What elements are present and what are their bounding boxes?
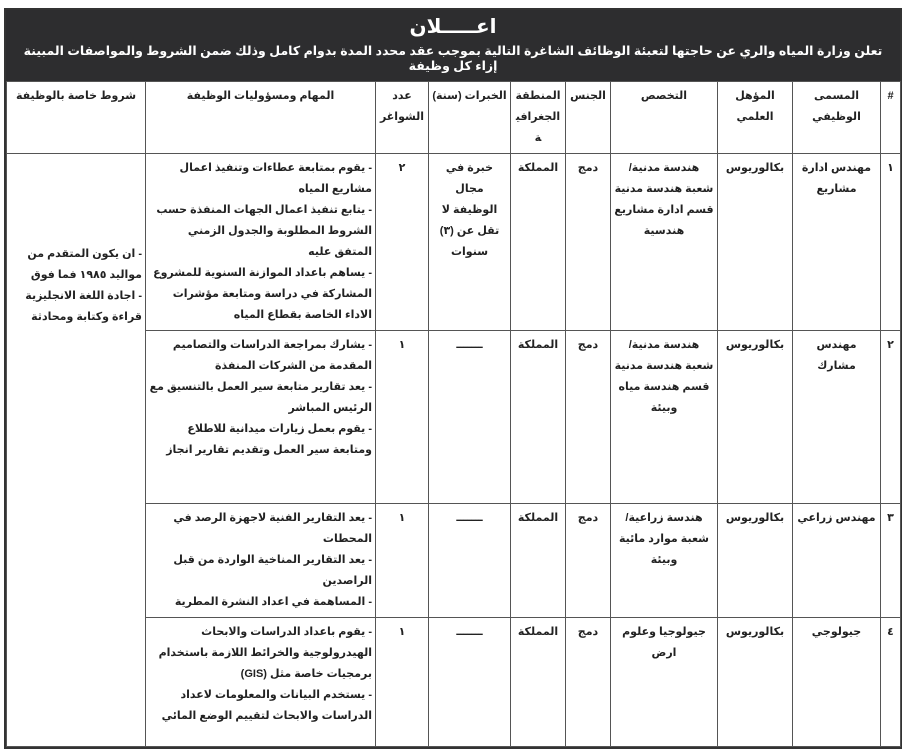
cell-num: ٤ (880, 617, 901, 747)
header-title: المسمى الوظيفي (792, 81, 881, 154)
table-row: ٣ مهندس زراعي بكالوريوس هندسة زراعية/ شعبة … (7, 503, 901, 618)
header-conditions: شروط خاصة بالوظيفة (6, 81, 146, 154)
duty-item: - يتابع تنفيذ اعمال الجهات المنفذة حسب ا… (156, 204, 372, 258)
cell-vacancies: ١ (375, 617, 429, 747)
cell-gender: دمج (565, 153, 611, 331)
duty-item: - المساهمة في اعداد النشرة المطرية (174, 596, 372, 608)
cell-gender: دمج (565, 503, 611, 618)
cell-specialization: هندسة مدنية/ شعبة هندسة مدنية قسم هندسة … (610, 330, 718, 504)
duty-item: - يعد تقارير متابعة سير العمل بالتنسيق م… (149, 381, 372, 414)
announcement-banner: اعـــــلان تعلن وزارة المياه والري عن حا… (6, 10, 900, 81)
cell-experience: ـــــــ (428, 503, 511, 618)
cell-num: ٢ (880, 330, 901, 504)
cell-region: المملكة (510, 153, 566, 331)
cell-title: جيولوجي (792, 617, 881, 747)
cell-vacancies: ٢ (375, 153, 429, 331)
condition-item: - ان يكون المتقدم من مواليد ١٩٨٥ فما فوق (27, 248, 142, 281)
cell-specialization: جيولوجيا وعلوم ارض (610, 617, 718, 747)
cell-qualification: بكالوريوس (717, 330, 793, 504)
cell-experience: خبرة في مجال الوظيفة لا تقل عن (٣) سنوات (428, 153, 511, 331)
cell-qualification: بكالوريوس (717, 153, 793, 331)
announcement-title: اعـــــلان (409, 16, 497, 38)
cell-num: ٣ (880, 503, 901, 618)
duty-item: - يعد التقارير الفنية لاجهزة الرصد في ال… (173, 512, 372, 545)
header-num: # (880, 81, 901, 154)
condition-item: - اجادة اللغة الانجليزية قراءة وكتابة وم… (25, 290, 142, 323)
cell-title: مهندس زراعي (792, 503, 881, 618)
header-region: المنطقة الجغرافية (510, 81, 566, 154)
cell-duties: - يشارك بمراجعة الدراسات والتصاميم المقد… (145, 330, 376, 504)
cell-qualification: بكالوريوس (717, 617, 793, 747)
cell-region: المملكة (510, 617, 566, 747)
cell-title: مهندس ادارة مشاريع (792, 153, 881, 331)
header-qualification: المؤهل العلمي (717, 81, 793, 154)
duty-item: - يقوم باعداد الدراسات والابحاث الهيدرول… (158, 626, 372, 680)
cell-duties: - يعد التقارير الفنية لاجهزة الرصد في ال… (145, 503, 376, 618)
header-specialization: التخصص (610, 81, 718, 154)
job-announcement: اعـــــلان تعلن وزارة المياه والري عن حا… (4, 8, 902, 749)
duty-item: - يقوم بعمل زيارات ميدانية للاطلاع ومتاب… (166, 423, 372, 456)
duty-item: - يقوم بمتابعة عطاءات وتنفيذ اعمال مشاري… (179, 162, 372, 195)
cell-vacancies: ١ (375, 503, 429, 618)
cell-gender: دمج (565, 330, 611, 504)
cell-title: مهندس مشارك (792, 330, 881, 504)
cell-gender: دمج (565, 617, 611, 747)
table-row: ١ مهندس ادارة مشاريع بكالوريوس هندسة مدنية/… (6, 153, 901, 747)
duty-item: - يعد التقارير المناخية الواردة من قبل ا… (173, 554, 372, 587)
cell-region: المملكة (510, 330, 566, 504)
header-experience: الخبرات (سنة) (428, 81, 511, 154)
cell-duties: - يقوم باعداد الدراسات والابحاث الهيدرول… (145, 617, 376, 747)
cell-special-conditions: - ان يكون المتقدم من مواليد ١٩٨٥ فما فوق… (6, 153, 146, 747)
header-duties: المهام ومسؤوليات الوظيفة (145, 81, 376, 154)
cell-specialization: هندسة زراعية/ شعبة موارد مائية وبيئة (610, 503, 718, 618)
duty-item: - يساهم باعداد الموازنة السنوية للمشروع … (153, 267, 372, 321)
cell-qualification: بكالوريوس (717, 503, 793, 618)
cell-region: المملكة (510, 503, 566, 618)
table-row: ٢ مهندس مشارك بكالوريوس هندسة مدنية/ شعبة ه… (7, 330, 901, 504)
header-vacancies: عدد الشواغر (375, 81, 429, 154)
cell-specialization: هندسة مدنية/ شعبة هندسة مدنية قسم ادارة … (610, 153, 718, 331)
table-header-row: # المسمى الوظيفي المؤهل العلمي التخصص ال… (6, 81, 901, 154)
cell-experience: ـــــــ (428, 330, 511, 504)
cell-num: ١ (880, 153, 901, 331)
cell-duties: - يقوم بمتابعة عطاءات وتنفيذ اعمال مشاري… (145, 153, 376, 331)
duty-item: - يستخدم البيانات والمعلومات لاعداد الدر… (161, 689, 372, 722)
vacancies-table: # المسمى الوظيفي المؤهل العلمي التخصص ال… (6, 81, 901, 747)
cell-vacancies: ١ (375, 330, 429, 504)
duty-item: - يشارك بمراجعة الدراسات والتصاميم المقد… (172, 339, 372, 372)
cell-experience: ـــــــ (428, 617, 511, 747)
header-gender: الجنس (565, 81, 611, 154)
announcement-intro: تعلن وزارة المياه والري عن حاجتها لتعبئة… (23, 44, 883, 73)
